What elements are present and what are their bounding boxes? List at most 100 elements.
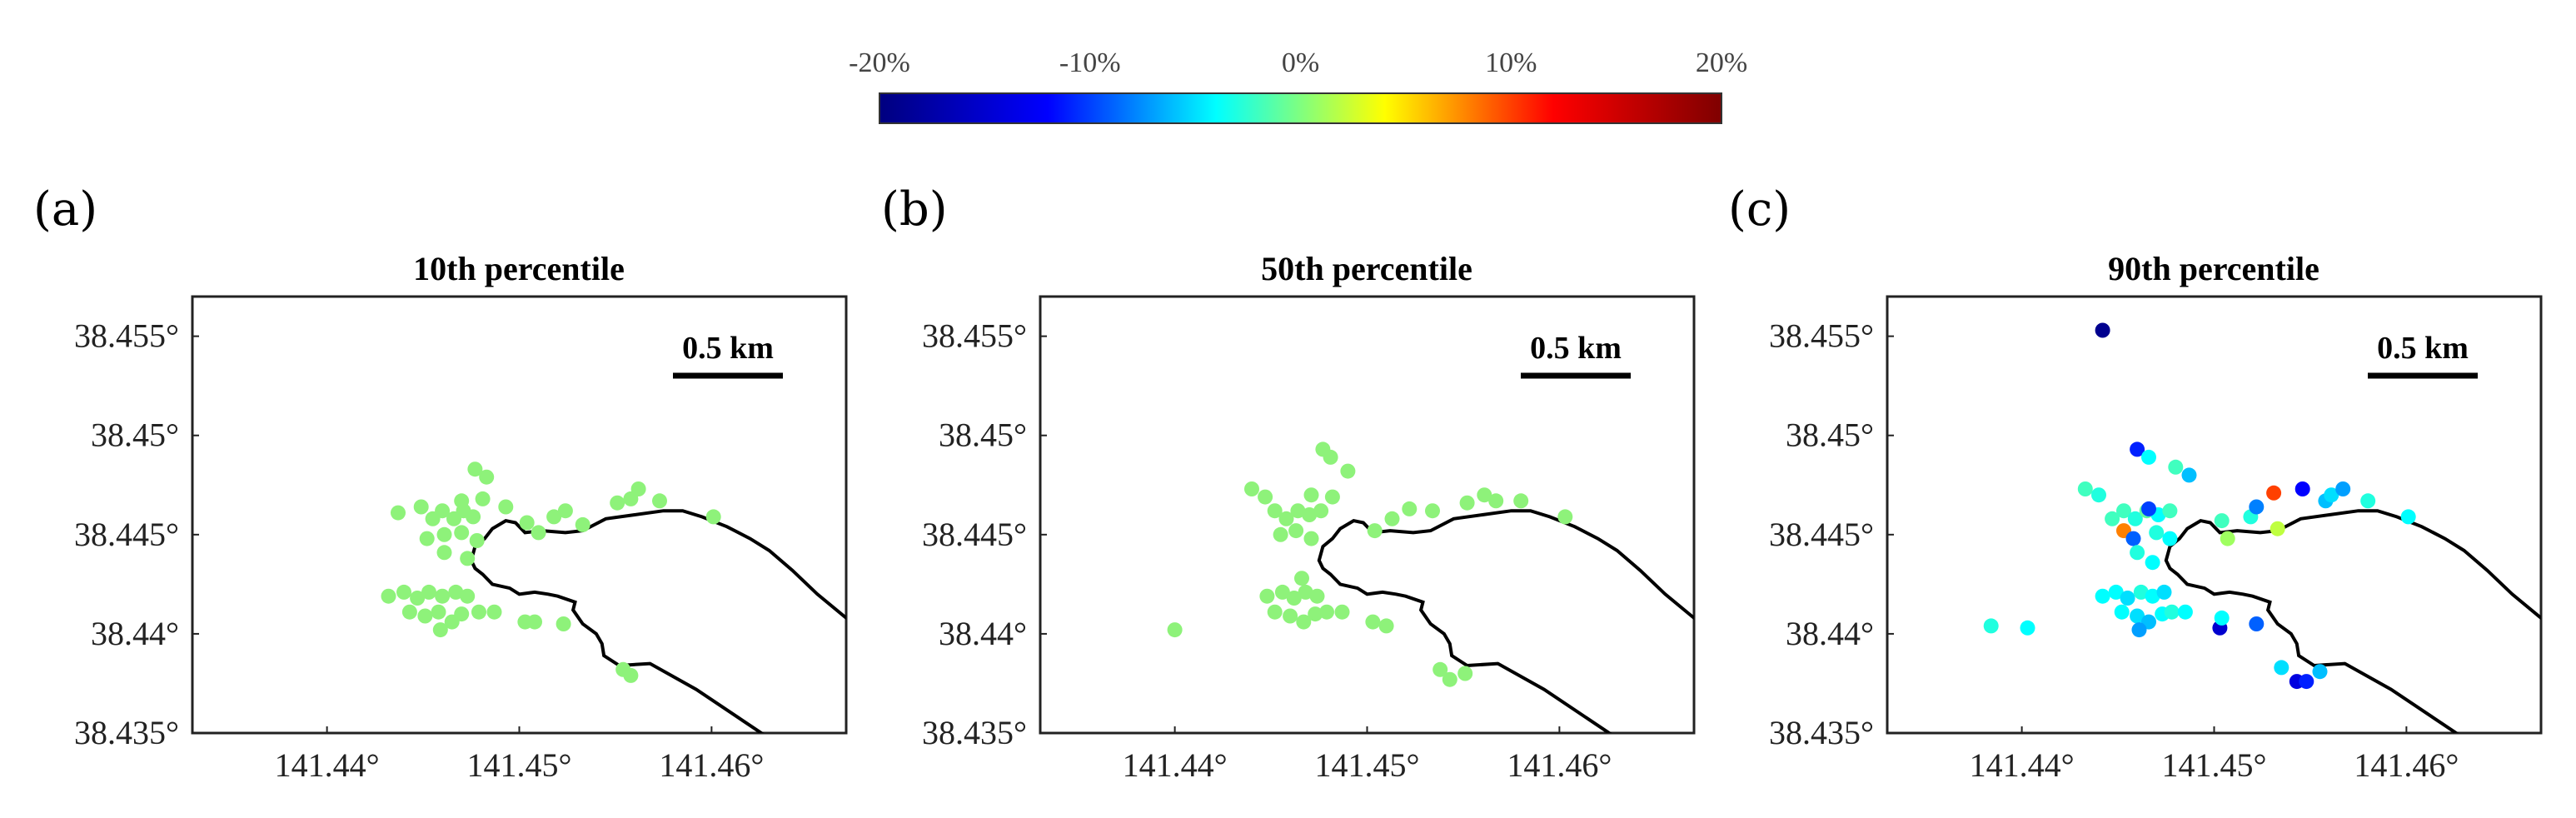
scatter-point <box>421 584 436 600</box>
scatter-point <box>2335 481 2351 496</box>
y-tick-label: 38.44° <box>939 615 1027 652</box>
plot-area <box>191 295 848 735</box>
scatter-point <box>454 525 470 541</box>
scatter-point <box>1477 487 1492 503</box>
scatter-point <box>2127 511 2143 526</box>
colorbar-gradient <box>879 92 1722 124</box>
y-tick-label: 38.44° <box>1786 615 1874 652</box>
scatter-point <box>2220 531 2235 546</box>
scatter-point <box>652 493 667 509</box>
x-tick-label: 141.45° <box>1315 746 1420 784</box>
scatter-point <box>2294 481 2310 496</box>
scale-bar: 0.5 km <box>673 331 783 379</box>
panel-title: 90th percentile <box>2108 250 2319 287</box>
scatter-point <box>630 481 646 496</box>
scatter-point <box>1334 604 1350 620</box>
scatter-point <box>467 461 483 477</box>
panel-title: 50th percentile <box>1261 250 1472 287</box>
x-tick-label: 141.44° <box>1123 746 1228 784</box>
x-tick-label: 141.45° <box>467 746 572 784</box>
scatter-point <box>2274 660 2290 676</box>
scatter-point <box>454 606 470 622</box>
scatter-point <box>2108 584 2124 600</box>
scatter-point <box>460 588 476 604</box>
y-axis: 38.435° 38.44° 38.445° 38.45° 38.455° <box>922 317 1047 751</box>
scatter-point <box>419 531 435 546</box>
scatter-point <box>1323 449 1338 465</box>
y-tick-label: 38.45° <box>1786 416 1874 454</box>
scatter-point <box>2324 487 2339 503</box>
x-tick-label: 141.44° <box>1970 746 2075 784</box>
scatter-point <box>1425 503 1440 519</box>
x-axis: 141.44° 141.45° 141.46° <box>1123 726 1612 784</box>
panel-a: (a) 10th percentile 38.435° 38.44° 38.44… <box>33 182 848 784</box>
scatter-point <box>2168 459 2184 475</box>
scatter-point <box>2077 481 2093 496</box>
scatter-point <box>1283 608 1298 624</box>
y-tick-label: 38.435° <box>922 714 1027 751</box>
plot-area <box>1039 295 1696 735</box>
scatter-point <box>2400 509 2416 525</box>
scatter-point <box>1365 614 1381 630</box>
scatter-point <box>381 588 396 604</box>
scatter-points <box>1983 322 2416 690</box>
scatter-points <box>1167 441 1573 687</box>
y-tick-label: 38.435° <box>1769 714 1874 751</box>
scatter-point <box>435 503 451 519</box>
scatter-point <box>1309 588 1325 604</box>
y-tick-label: 38.455° <box>1769 317 1874 355</box>
colorbar-tick-label: 0% <box>1282 47 1319 78</box>
scale-bar-label: 0.5 km <box>2377 331 2469 366</box>
scatter-point <box>527 614 542 630</box>
y-tick-label: 38.44° <box>91 615 179 652</box>
scatter-point <box>2145 588 2160 604</box>
scatter-point <box>391 505 406 521</box>
panel-title: 10th percentile <box>413 250 625 287</box>
plot-area <box>1886 295 2543 735</box>
scatter-point <box>2249 499 2265 515</box>
scatter-point <box>1278 511 1294 526</box>
scatter-point <box>431 604 446 620</box>
scatter-point <box>401 604 417 620</box>
scatter-point <box>2116 503 2131 519</box>
scatter-point <box>436 545 452 561</box>
scatter-point <box>2120 591 2135 606</box>
scale-bar-label: 0.5 km <box>682 331 774 366</box>
y-tick-label: 38.445° <box>74 516 179 553</box>
scatter-point <box>1319 604 1334 620</box>
y-tick-label: 38.45° <box>939 416 1027 454</box>
scatter-point <box>2312 664 2328 680</box>
scatter-point <box>2141 449 2156 465</box>
scatter-point <box>1290 503 1306 519</box>
scatter-point <box>1302 507 1318 522</box>
scatter-point <box>1488 493 1504 509</box>
scatter-point <box>1442 671 1457 687</box>
scatter-point <box>2162 503 2178 519</box>
scatter-point <box>1259 588 1275 604</box>
scatter-point <box>1432 661 1448 677</box>
scatter-point <box>557 503 573 519</box>
scatter-point <box>2133 584 2149 600</box>
y-tick-label: 38.445° <box>1769 516 1874 553</box>
panel-letter: (b) <box>881 182 948 237</box>
scatter-point <box>2266 485 2282 501</box>
x-tick-label: 141.44° <box>275 746 380 784</box>
scatter-point <box>2149 525 2165 541</box>
scatter-point <box>1258 489 1273 505</box>
scatter-point <box>1267 503 1283 519</box>
scatter-point <box>2131 622 2147 638</box>
scatter-point <box>2270 521 2285 536</box>
scatter-point <box>2145 555 2160 571</box>
scatter-point <box>1378 618 1394 634</box>
scatter-point <box>531 525 546 541</box>
scatter-point <box>417 608 433 624</box>
scatter-point <box>1244 481 1259 496</box>
y-tick-label: 38.455° <box>74 317 179 355</box>
y-tick-label: 38.445° <box>922 516 1027 553</box>
scatter-point <box>575 516 590 532</box>
scatter-point <box>410 591 426 606</box>
scatter-point <box>2214 513 2230 529</box>
x-axis: 141.44° 141.45° 141.46° <box>1970 726 2459 784</box>
scatter-point <box>2095 322 2110 338</box>
